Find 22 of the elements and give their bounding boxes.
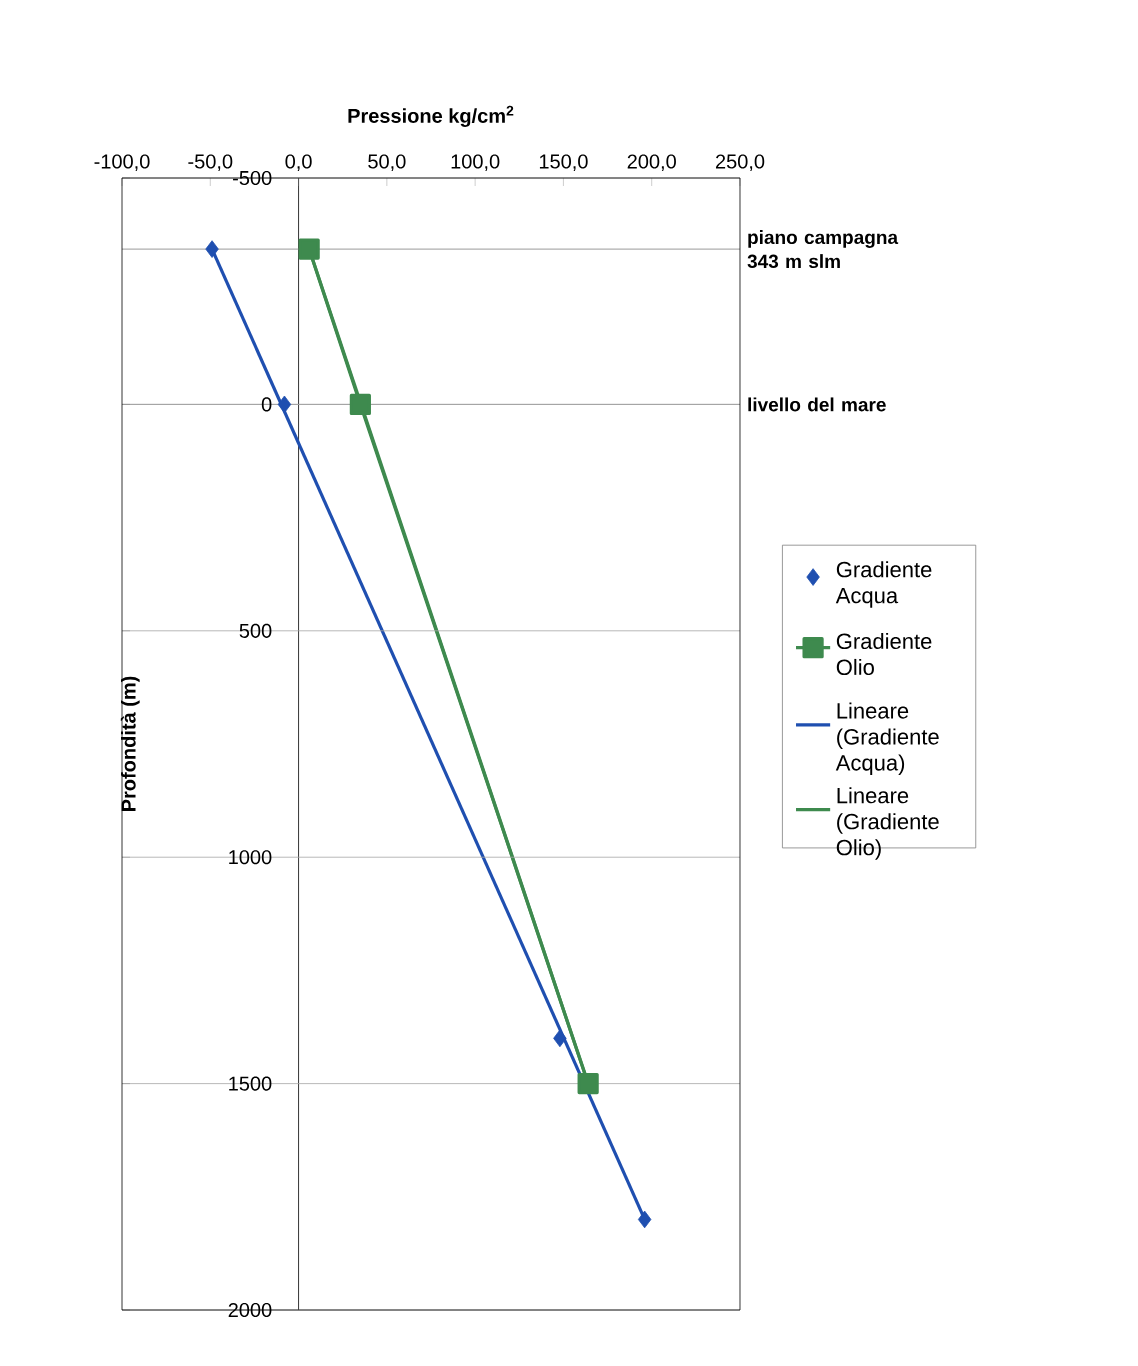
ref-line-label: piano campagna 343 m slm: [747, 230, 899, 269]
x-tick-label: 100,0: [451, 154, 500, 171]
y-tick-label: 500: [239, 623, 272, 638]
x-tick-label: -100,0: [94, 154, 150, 171]
x-tick-label: 50,0: [368, 154, 406, 171]
x-tick-label: 250,0: [715, 154, 765, 171]
y-tick-label: 2000: [228, 1302, 272, 1318]
legend-label: Lineare (Gradiente Acqua): [835, 702, 939, 775]
x-tick-label: 200,0: [627, 154, 676, 171]
y-tick-label: 1500: [229, 1076, 272, 1091]
legend-label: Gradiente Olio: [836, 632, 932, 676]
y-tick-label: 0: [261, 397, 272, 412]
ref-line-label: livello del mare: [748, 397, 886, 412]
y-axis-title: Profondità (m): [120, 676, 140, 811]
x-tick-label: -50,0: [188, 154, 233, 171]
y-tick-label: 1000: [229, 850, 272, 865]
legend-label: Gradiente Acqua: [835, 561, 932, 608]
x-axis-title: Pressione kg/cm$^{2}$: [348, 105, 514, 127]
x-tick-label: 150,0: [539, 154, 588, 171]
x-tick-label: 0,0: [285, 154, 312, 171]
y-tick-label: -500: [233, 170, 272, 186]
legend-label: Lineare (Gradiente Olio): [836, 787, 939, 860]
